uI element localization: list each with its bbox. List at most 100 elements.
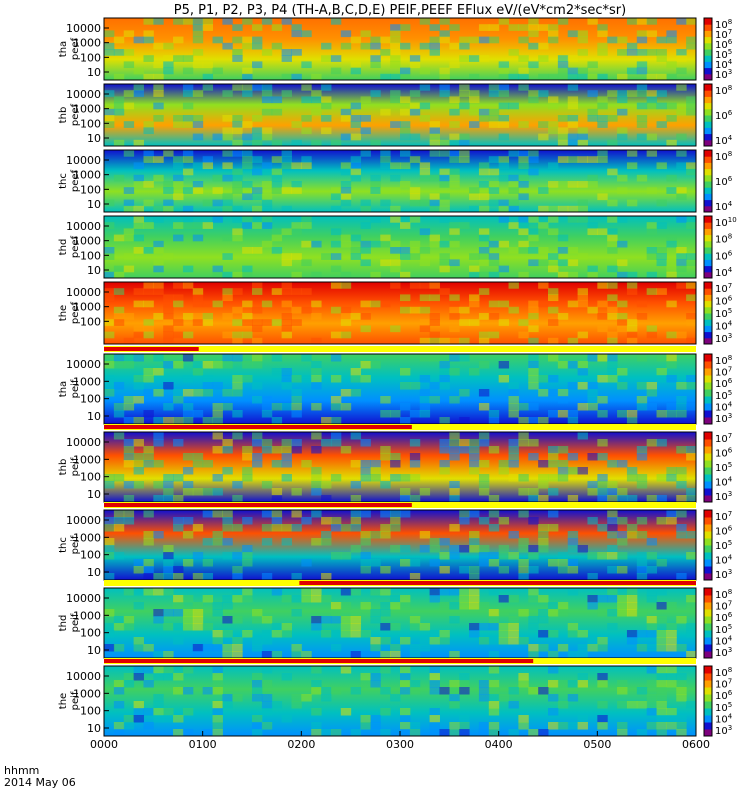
heat-cell [548, 354, 559, 362]
heat-cell [646, 331, 658, 339]
heat-cell [646, 222, 658, 229]
heat-cell [113, 139, 125, 147]
heat-cell [626, 630, 638, 638]
heat-cell [340, 168, 352, 176]
heat-cell [626, 417, 638, 425]
heat-cell [636, 517, 648, 525]
colorbar-segment [704, 517, 712, 525]
heat-cell [252, 127, 263, 135]
heat-cell [607, 168, 618, 176]
heat-cell [340, 199, 352, 207]
heat-cell [538, 524, 549, 532]
heat-cell [182, 18, 194, 25]
heat-cell [301, 115, 312, 122]
heat-cell [133, 382, 144, 390]
y-tick-label: 100 [80, 393, 101, 406]
heat-cell [330, 630, 342, 638]
colorbar-tick-label: 105 [715, 539, 732, 552]
heat-cell [528, 368, 539, 376]
heat-cell [597, 722, 608, 730]
heat-cell [242, 331, 253, 339]
heat-cell [104, 644, 115, 652]
spectrogram-panels: tha peef10000100010010108107106105104103t… [58, 17, 737, 737]
colorbar-segment [704, 715, 712, 723]
heat-cell [182, 168, 194, 176]
heat-cell [123, 396, 135, 404]
heat-cell [182, 729, 194, 737]
heat-cell [123, 61, 135, 69]
heat-cell [686, 446, 697, 454]
heat-cell [360, 325, 371, 333]
heat-cell [390, 474, 401, 482]
heat-cell [340, 319, 352, 326]
heat-cell [646, 389, 658, 397]
heat-cell [666, 602, 677, 610]
heat-cell [311, 271, 322, 279]
heat-cell [439, 337, 450, 345]
heat-cell [104, 552, 115, 560]
heat-cell [301, 375, 312, 383]
heat-cell [252, 42, 263, 50]
heat-cell [409, 156, 421, 163]
heat-cell [498, 630, 510, 638]
heat-cell [182, 90, 194, 97]
heat-cell [113, 644, 125, 652]
heat-cell [192, 181, 204, 188]
heat-cell [222, 354, 233, 362]
heat-cell [518, 181, 529, 188]
panel-probe-label: thc [58, 537, 69, 553]
heat-cell [281, 460, 292, 468]
heat-cell [518, 36, 529, 44]
heat-cell [222, 253, 233, 260]
heat-cell [676, 481, 687, 489]
colorbar-segment [704, 282, 712, 289]
panel-probe-label: thb [58, 459, 69, 476]
heat-cell [409, 216, 421, 223]
colorbar-segment [704, 538, 712, 546]
heat-cell [676, 259, 687, 267]
heat-cell [587, 403, 598, 411]
heat-cell [567, 259, 579, 267]
heat-cell [538, 205, 549, 213]
mode-bar-red [104, 503, 412, 507]
heat-cell [232, 139, 243, 147]
heat-cell [252, 288, 263, 295]
heat-cell [518, 216, 529, 223]
heat-cell [478, 228, 490, 236]
heat-cell [380, 300, 391, 308]
heat-cell [192, 162, 204, 170]
heat-cell [676, 729, 687, 737]
heat-cell [686, 495, 697, 503]
heat-cell [666, 139, 677, 147]
heat-cell [222, 234, 233, 242]
heat-cell [390, 205, 401, 213]
heat-cell [281, 156, 292, 163]
heat-cell [626, 410, 638, 418]
heat-cell [459, 150, 470, 157]
heat-cell [370, 240, 381, 248]
heat-cell [311, 403, 322, 411]
heat-cell [380, 396, 391, 404]
heat-cell [557, 722, 569, 730]
heat-cell [133, 288, 144, 295]
heat-cell [390, 73, 401, 81]
heat-cell [656, 36, 667, 44]
colorbar-tick-label: 104 [715, 134, 733, 147]
heat-cell [370, 588, 381, 596]
heat-cell [311, 313, 322, 320]
heat-cell [459, 510, 470, 518]
heat-cell [340, 630, 352, 638]
panel-frame [103, 83, 697, 147]
heat-cell [321, 729, 332, 737]
heat-cell [330, 729, 342, 737]
heat-cell [133, 181, 144, 188]
heat-cell [459, 729, 470, 737]
heat-cell [577, 651, 588, 659]
heat-cell [202, 559, 214, 567]
heat-cell [133, 673, 144, 681]
heat-cell [242, 156, 253, 163]
heat-cell [350, 133, 362, 141]
heat-cell [330, 609, 342, 617]
